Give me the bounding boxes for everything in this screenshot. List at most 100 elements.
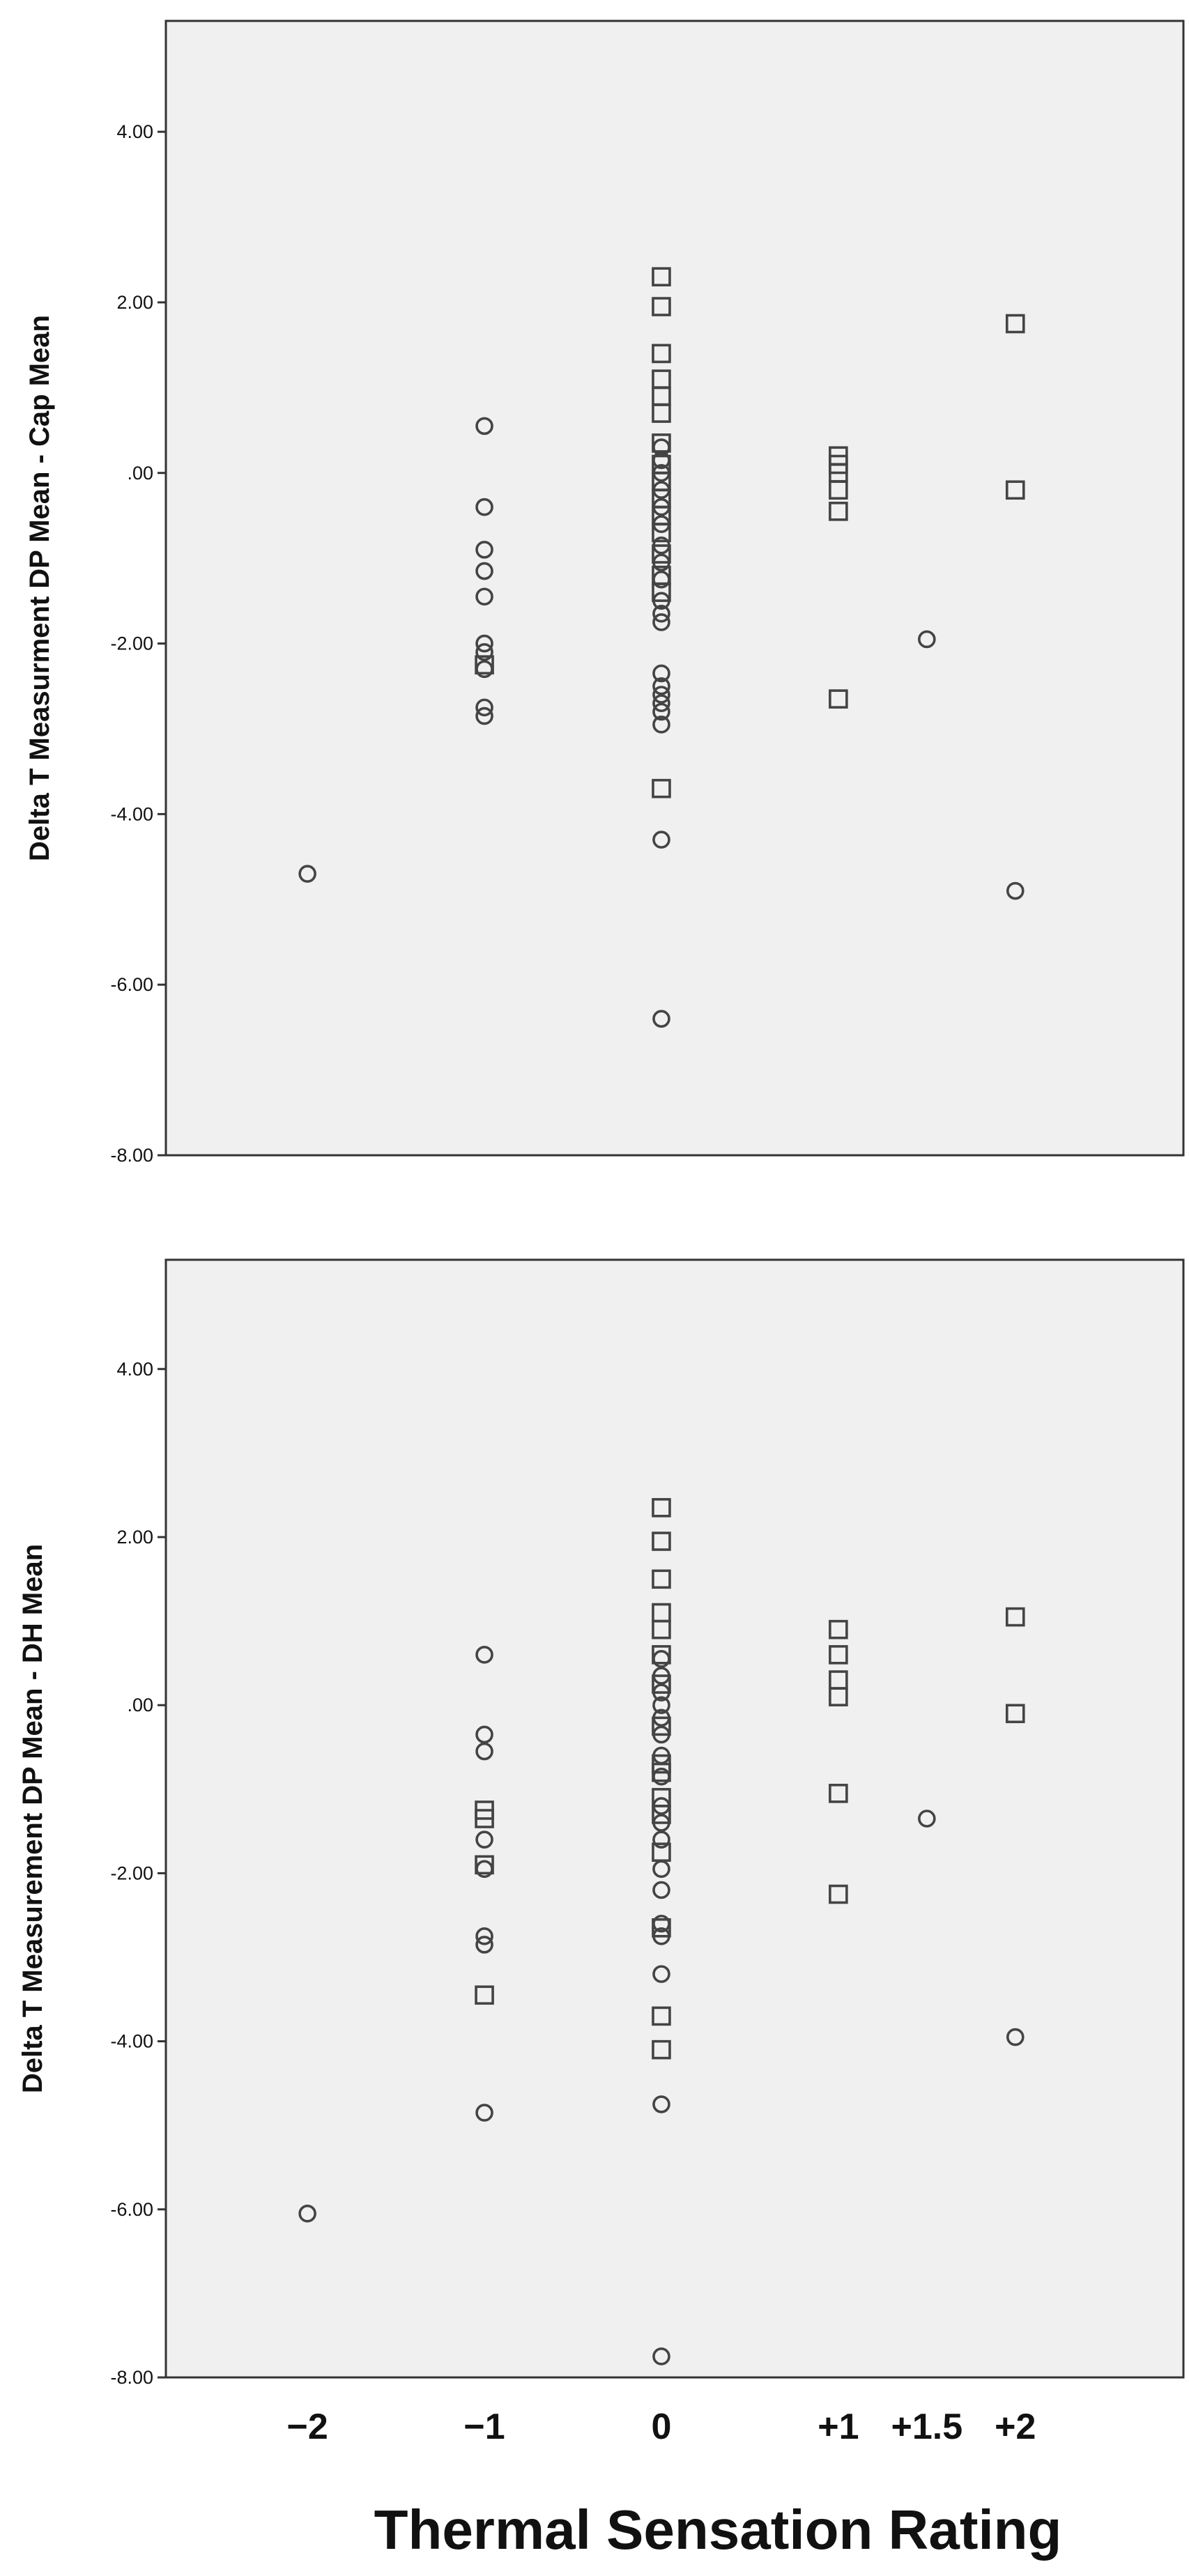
y-tick-label-bottom: 4.00	[116, 1359, 153, 1380]
y-tick-label-top: -8.00	[110, 1145, 153, 1166]
y-tick-label-top: -4.00	[110, 803, 153, 824]
x-tick-label: −2	[286, 2407, 328, 2447]
data-point-square-bottom	[652, 1645, 671, 1665]
x-tick-label: 0	[651, 2407, 671, 2447]
data-point-square-bottom	[829, 1784, 848, 1803]
data-point-square-bottom	[652, 1842, 671, 1862]
y-tick-label-bottom: -8.00	[110, 2367, 153, 2388]
data-point-circle-bottom	[652, 1965, 670, 1983]
data-point-circle-top	[475, 634, 493, 653]
data-point-circle-top	[475, 643, 493, 661]
data-point-square-bottom	[652, 1762, 671, 1782]
data-point-square-bottom	[829, 1884, 848, 1904]
data-point-circle-top	[475, 562, 493, 580]
data-point-circle-top	[475, 541, 493, 559]
data-point-circle-bottom	[475, 1830, 493, 1849]
y-tick-label-bottom: -6.00	[110, 2199, 153, 2220]
data-point-circle-bottom	[1006, 2028, 1025, 2046]
data-point-square-top	[652, 297, 671, 316]
x-tick-label: +1.5	[891, 2407, 962, 2447]
data-point-circle-top	[652, 686, 670, 704]
data-point-circle-bottom	[475, 2104, 493, 2122]
data-point-circle-top	[475, 587, 493, 606]
data-point-square-bottom	[829, 1619, 848, 1640]
data-point-square-top	[652, 544, 671, 564]
data-point-square-bottom	[652, 1532, 671, 1551]
data-point-circle-top	[298, 865, 316, 883]
data-point-square-bottom	[1005, 1607, 1025, 1627]
x-tick-label: +1	[818, 2407, 859, 2447]
data-point-circle-top	[475, 707, 493, 725]
data-point-circle-top	[652, 1010, 670, 1028]
data-point-square-bottom	[652, 1619, 671, 1640]
y-tick-label-bottom: 2.00	[116, 1527, 153, 1548]
y-tick-label-top: -2.00	[110, 633, 153, 654]
shared-x-axis: −2 −1 0 +1 +1.5 +2	[286, 2407, 1036, 2447]
data-point-square-top	[829, 480, 848, 500]
data-point-circle-top	[652, 604, 670, 623]
x-tick-label: +2	[995, 2407, 1036, 2447]
plot-area-top	[164, 20, 1185, 1157]
plot-area-bottom	[164, 1258, 1185, 2379]
y-tick-label-top: -6.00	[110, 974, 153, 995]
data-point-square-bottom	[652, 1674, 671, 1694]
data-point-circle-top	[918, 630, 936, 649]
data-point-square-top	[652, 403, 671, 423]
data-point-square-bottom	[475, 1985, 494, 2005]
data-point-circle-top	[652, 677, 670, 695]
data-point-square-bottom	[652, 1918, 671, 1938]
data-point-circle-bottom	[652, 1830, 670, 1849]
data-point-square-top	[829, 689, 848, 709]
y-tick-label-bottom: -2.00	[110, 1862, 153, 1883]
data-point-square-top	[652, 344, 671, 364]
data-point-square-bottom	[652, 1805, 671, 1824]
data-point-circle-bottom	[475, 1742, 493, 1761]
data-point-circle-top	[652, 831, 670, 849]
data-point-square-bottom	[475, 1855, 494, 1875]
data-point-circle-top	[475, 698, 493, 717]
data-point-circle-top	[652, 664, 670, 683]
data-point-circle-top	[475, 417, 493, 435]
data-point-circle-bottom	[652, 2347, 670, 2366]
data-point-circle-top	[652, 694, 670, 713]
data-point-square-bottom	[475, 1809, 494, 1828]
data-point-square-bottom	[652, 2039, 671, 2060]
chart-bottom-dh-mean: 4.00 2.00 .00 -2.00 -4.00 -6.00 -8.00 Delta T M…	[17, 1258, 1185, 2388]
data-point-circle-bottom	[652, 2095, 670, 2113]
data-point-square-bottom	[829, 1687, 848, 1706]
data-point-circle-top	[652, 716, 670, 734]
x-tick-label: −1	[463, 2407, 505, 2447]
data-point-square-bottom	[829, 1645, 848, 1665]
data-point-square-top	[652, 583, 671, 602]
data-point-square-top	[1005, 314, 1025, 334]
x-axis-title: Thermal Sensation Rating	[374, 2499, 1062, 2561]
data-point-square-bottom	[1005, 1704, 1025, 1724]
data-point-circle-bottom	[918, 1810, 936, 1828]
data-point-circle-bottom	[298, 2205, 316, 2223]
data-point-square-top	[652, 523, 671, 543]
data-point-circle-bottom	[652, 1696, 670, 1714]
data-point-circle-bottom	[475, 1646, 493, 1664]
y-axis-label-bottom: Delta T Measurement DP Mean - DH Mean	[17, 1544, 48, 2093]
data-point-square-bottom	[652, 1497, 671, 1518]
data-point-circle-top	[652, 613, 670, 631]
data-point-square-top	[652, 433, 671, 453]
data-point-square-bottom	[652, 1569, 671, 1589]
data-point-circle-top	[475, 498, 493, 516]
data-point-square-top	[1005, 480, 1025, 500]
data-point-square-bottom	[652, 1716, 671, 1736]
data-point-square-top	[652, 778, 671, 799]
chart-top-cap-mean: 4.00 2.00 .00 -2.00 -4.00 -6.00 -8.00 Delta T M…	[24, 20, 1185, 1166]
data-point-square-top	[475, 655, 494, 674]
y-tick-label-top: .00	[127, 463, 153, 484]
y-tick-label-bottom: .00	[127, 1695, 153, 1715]
data-point-square-top	[652, 267, 671, 287]
data-point-circle-bottom	[475, 1936, 493, 1954]
data-point-circle-top	[1006, 881, 1025, 900]
data-point-circle-bottom	[652, 1881, 670, 1899]
data-point-square-bottom	[652, 2006, 671, 2026]
y-tick-label-bottom: -4.00	[110, 2031, 153, 2052]
data-point-circle-bottom	[475, 1927, 493, 1945]
data-point-square-top	[829, 502, 848, 521]
